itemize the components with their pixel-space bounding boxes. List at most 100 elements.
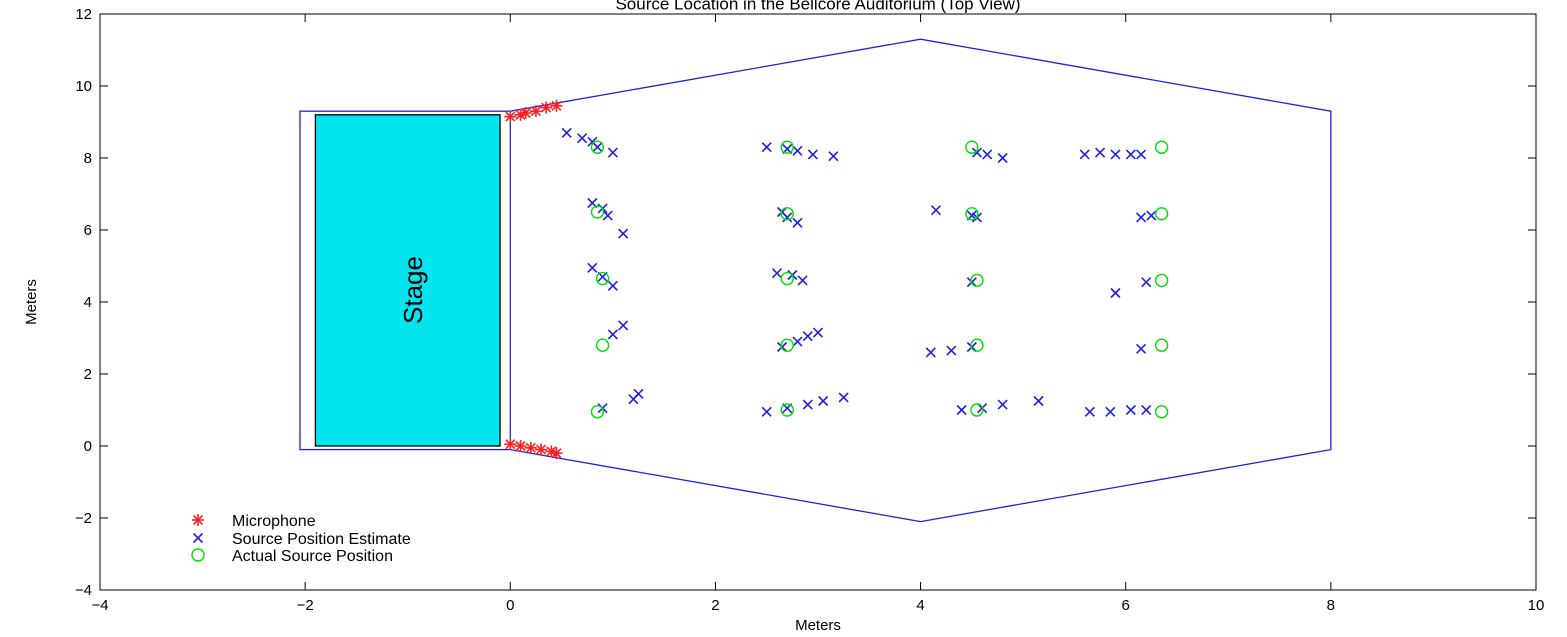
estimate-point — [771, 268, 783, 279]
estimate-point — [792, 217, 803, 228]
estimate-point — [1095, 147, 1106, 158]
estimate-point — [1033, 395, 1044, 407]
actual-source-point — [1154, 405, 1169, 419]
estimate-point — [1084, 406, 1095, 417]
estimate-point — [618, 320, 629, 331]
actual-source-point — [965, 140, 979, 154]
estimate-point — [633, 388, 644, 399]
x-tick-label: 0 — [506, 597, 514, 614]
estimate-point — [1141, 277, 1152, 288]
estimate-point — [828, 151, 839, 162]
estimate-point — [1105, 406, 1116, 417]
microphone-point — [524, 441, 537, 454]
estimate-point — [1110, 149, 1121, 160]
estimate-point — [602, 210, 613, 221]
y-tick-label: 12 — [75, 6, 92, 23]
microphone-point — [550, 99, 563, 112]
estimate-point — [577, 133, 588, 144]
x-tick-label: 6 — [1122, 597, 1130, 614]
estimate-point — [802, 399, 813, 410]
actual-source-point — [970, 338, 984, 352]
actual-source-point — [965, 207, 979, 221]
microphone-point — [550, 447, 563, 460]
marks-layer — [504, 99, 1169, 460]
actual-source-point — [590, 140, 605, 154]
actual-source-point — [780, 271, 794, 286]
y-tick-label: 8 — [84, 150, 92, 167]
estimate-point — [1079, 149, 1090, 160]
estimate-point — [946, 345, 957, 356]
estimate-point — [1136, 212, 1147, 223]
microphone-point — [504, 438, 517, 451]
actual-source-point — [1154, 207, 1169, 221]
auditorium-outline — [510, 38, 1332, 523]
legend-item-estimate: Source Position Estimate — [192, 531, 411, 548]
estimate-point — [607, 329, 618, 340]
estimate-point — [792, 336, 803, 347]
legend-x-marker — [192, 532, 204, 544]
x-tick-label: −2 — [297, 597, 314, 614]
legend-star-marker — [192, 514, 204, 526]
y-tick-label: 4 — [84, 294, 92, 311]
y-tick-label: 2 — [84, 366, 92, 383]
estimate-point — [982, 149, 993, 160]
actual-source-point — [780, 207, 794, 221]
estimate-point — [838, 392, 849, 403]
microphone-point — [535, 443, 548, 456]
ticks-layer: −4 −2 0 2 4 6 8 10 −4 −2 0 2 4 6 8 10 12 — [75, 6, 1544, 614]
actual-source-point — [780, 140, 794, 154]
estimate-point — [971, 147, 983, 158]
actual-source-point — [595, 338, 610, 352]
stage-label: Stage — [398, 256, 428, 324]
actual-source-point — [1154, 273, 1169, 288]
legend-circle-marker — [191, 548, 205, 562]
estimate-point — [1125, 404, 1136, 416]
estimate-point — [1136, 343, 1147, 354]
estimate-point — [807, 149, 818, 160]
estimate-point — [925, 347, 936, 358]
microphone-point — [514, 440, 527, 452]
estimate-point — [1146, 210, 1157, 221]
x-tick-label: 4 — [916, 597, 924, 614]
actual-source-point — [970, 273, 984, 288]
estimate-point — [797, 275, 808, 286]
estimate-point — [761, 406, 772, 417]
estimate-point — [561, 127, 572, 138]
x-tick-label: −4 — [91, 597, 108, 614]
legend-item-actual: Actual Source Position — [191, 548, 393, 565]
microphone-point — [504, 110, 517, 123]
estimate-point — [1136, 149, 1147, 160]
estimate-point — [956, 404, 967, 416]
estimate-point — [812, 327, 824, 338]
actual-source-point — [595, 271, 610, 286]
x-tick-label: 8 — [1327, 597, 1335, 614]
estimate-point — [587, 262, 598, 273]
legend-label-estimate: Source Position Estimate — [232, 531, 411, 548]
estimate-point — [802, 331, 813, 342]
x-axis-label: Meters — [795, 617, 841, 634]
x-tick-label: 10 — [1528, 597, 1545, 614]
chart-title: Source Location in the Bellcore Auditori… — [615, 0, 1020, 13]
actual-source-point — [590, 205, 605, 219]
estimate-point — [1141, 404, 1152, 416]
legend: Microphone Source Position Estimate Actu… — [191, 513, 411, 565]
estimate-point — [607, 147, 618, 158]
estimate-point — [618, 228, 629, 239]
microphone-point — [540, 101, 553, 114]
estimate-point — [607, 280, 618, 291]
y-tick-label: 10 — [75, 78, 92, 95]
estimate-point — [782, 212, 793, 223]
legend-item-microphone: Microphone — [192, 513, 316, 530]
actual-source-point — [780, 338, 794, 352]
y-axis-label: Meters — [23, 279, 40, 325]
x-tick-label: 2 — [711, 597, 719, 614]
y-tick-label: 0 — [84, 438, 92, 455]
actual-source-point — [1154, 140, 1169, 154]
estimate-point — [761, 142, 772, 153]
estimate-point — [997, 399, 1008, 410]
actual-source-point — [970, 403, 984, 417]
stage-border — [299, 110, 511, 451]
actual-source-point — [1154, 338, 1169, 352]
estimate-point — [792, 145, 803, 156]
